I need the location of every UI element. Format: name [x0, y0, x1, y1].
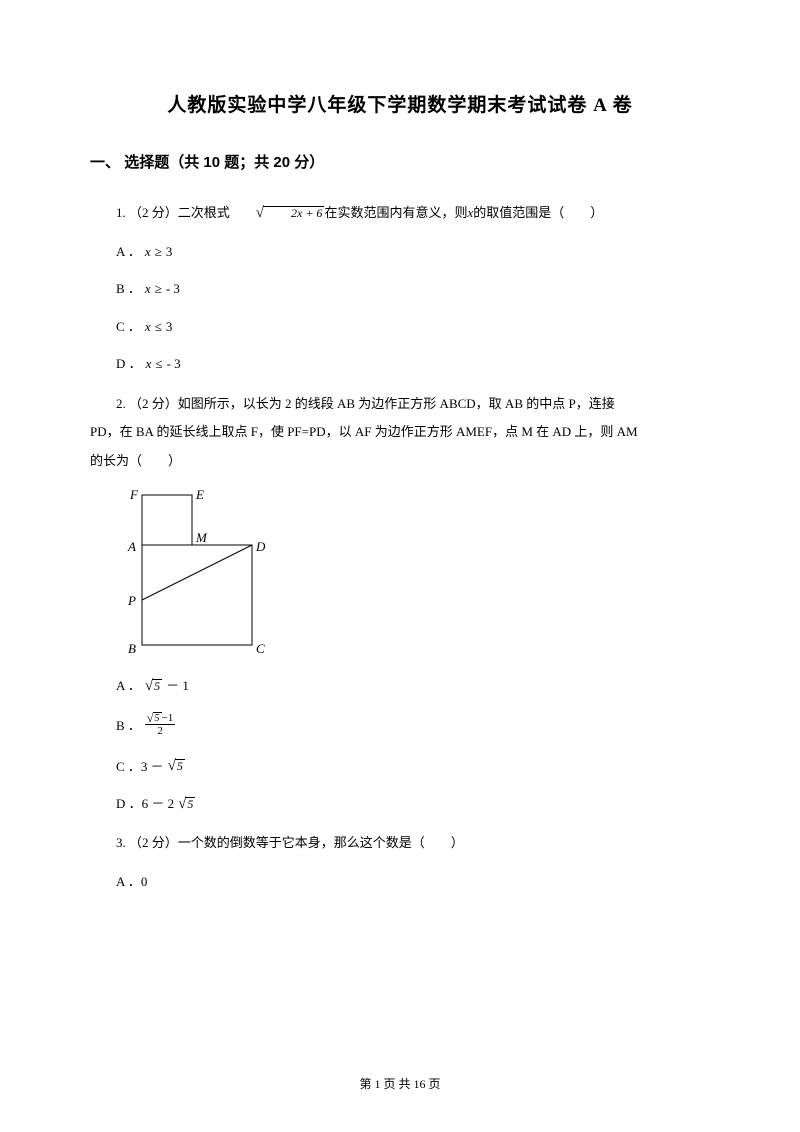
q2-choice-a: A ． √5 － 1 [116, 674, 710, 697]
q1-choice-b: B ． x≥ - 3 [116, 277, 710, 300]
num-tail: −1 [162, 712, 174, 724]
q3-choice-a: A ．0 [116, 870, 710, 893]
q2-diagram: F E A M D P B C [122, 485, 710, 660]
question-2: 2. （2 分）如图所示，以长为 2 的线段 AB 为边作正方形 ABCD，取 … [90, 390, 710, 476]
choice-var: x [146, 352, 152, 375]
label-b: B [128, 641, 136, 655]
footer-mid: 页 共 [380, 1077, 413, 1091]
page-footer: 第 1 页 共 16 页 [0, 1075, 800, 1092]
q1-suffix: 在实数范围内有意义，则 [324, 205, 467, 220]
q1-choice-a: A ． x≥3 [116, 240, 710, 263]
q2-line1: 2. （2 分）如图所示，以长为 2 的线段 AB 为边作正方形 ABCD，取 … [90, 396, 615, 411]
sqrt-inner: 5 [175, 759, 185, 773]
q1-tail: 的取值范围是（ ） [473, 205, 603, 220]
choice-var: x [145, 240, 151, 263]
choice-op: ≤ [155, 352, 162, 375]
choice-label: A ． [116, 674, 141, 697]
footer-suffix: 页 [426, 1077, 441, 1091]
section-number: 一、 [90, 154, 120, 171]
page-title: 人教版实验中学八年级下学期数学期末考试试卷 A 卷 [90, 90, 710, 117]
footer-total: 16 [414, 1077, 426, 1091]
choice-label: D ．6 － 2 [116, 792, 174, 815]
label-e: E [195, 487, 204, 502]
choice-op: ≥ [155, 240, 162, 263]
sqrt-expression: √5 [147, 712, 162, 724]
q2-line2: PD，在 BA 的延长线上取点 F，使 PF=PD，以 AF 为边作正方形 AM… [90, 424, 638, 439]
choice-var: x [145, 277, 151, 300]
label-c: C [256, 641, 265, 655]
label-p: P [127, 593, 136, 608]
q2-choice-b: B ． √5−1 2 [116, 712, 710, 737]
choice-label: D ． [116, 352, 142, 375]
sqrt-expression: √5 [178, 797, 195, 812]
sqrt-expression: √2x + 6 [230, 206, 325, 221]
choice-var: x [145, 315, 151, 338]
q2-line3: 的长为（ ） [90, 453, 181, 468]
fraction: √5−1 2 [145, 712, 175, 737]
sqrt-inner: 5 [153, 712, 162, 724]
q1-choice-d: D ． x≤ - 3 [116, 352, 710, 375]
sqrt-inner: 2x + 6 [263, 206, 324, 220]
sqrt-expression: √5 [145, 679, 162, 694]
footer-prefix: 第 [359, 1077, 374, 1091]
section-label: 选择题（共 10 题；共 20 分） [124, 154, 324, 171]
sqrt-inner: 5 [185, 797, 195, 811]
sqrt-expression: √5 [168, 759, 185, 774]
sqrt-inner: 5 [152, 679, 162, 693]
q2-choice-c: C ．3 － √5 [116, 755, 710, 778]
choice-tail: － 1 [166, 674, 189, 697]
choice-label: C ． [116, 315, 141, 338]
section-header: 一、 选择题（共 10 题；共 20 分） [90, 151, 710, 172]
label-f: F [129, 487, 139, 502]
q2-choice-d: D ．6 － 2 √5 [116, 792, 710, 815]
label-d: D [255, 539, 266, 554]
q1-prefix: 1. （2 分）二次根式 [116, 205, 230, 220]
choice-label: A ． [116, 240, 141, 263]
choice-val: 3 [166, 240, 173, 263]
choice-val: - 3 [166, 277, 180, 300]
geometry-diagram-icon: F E A M D P B C [122, 485, 282, 655]
choice-op: ≥ [155, 277, 162, 300]
fraction-numerator: √5−1 [145, 712, 175, 725]
q1-choice-c: C ． x≤3 [116, 315, 710, 338]
label-a: A [127, 539, 136, 554]
fraction-denominator: 2 [155, 725, 165, 737]
choice-label: B ． [116, 715, 141, 734]
label-m: M [195, 530, 208, 545]
choice-op: ≤ [155, 315, 162, 338]
question-3: 3. （2 分）一个数的倒数等于它本身，那么这个数是（ ） [90, 830, 710, 856]
choice-val: 3 [166, 315, 173, 338]
choice-val: - 3 [167, 352, 181, 375]
choice-label: B ． [116, 277, 141, 300]
sqrt-sign-icon: √ [230, 206, 264, 221]
question-1: 1. （2 分）二次根式√2x + 6在实数范围内有意义，则x的取值范围是（ ） [90, 200, 710, 226]
choice-label: C ．3 － [116, 755, 164, 778]
